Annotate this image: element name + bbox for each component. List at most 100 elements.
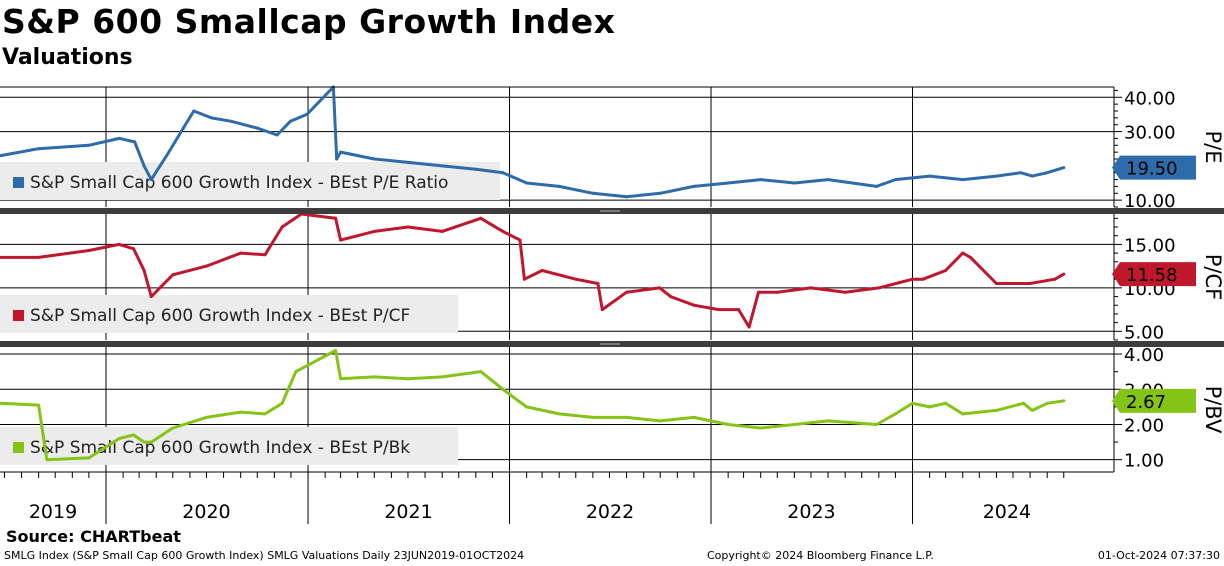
panel-pbv: 1.002.003.004.00S&P Small Cap 600 Growth… <box>0 345 1224 472</box>
data-point-pe-2 <box>87 143 91 147</box>
data-point-pcf-5 <box>142 269 146 272</box>
footer-copyright: Copyright© 2024 Bloomberg Finance L.P. <box>707 549 934 562</box>
data-point-pcf-30 <box>717 308 721 312</box>
data-point-pbv-38 <box>1022 401 1025 405</box>
last-value-tag-pbv <box>1112 388 1196 413</box>
data-point-pe-9 <box>192 109 196 113</box>
legend-box-pcf <box>0 295 458 333</box>
chart-subtitle: Valuations <box>2 45 133 70</box>
data-point-pcf-20 <box>518 238 522 242</box>
data-point-pbv-7 <box>149 440 153 444</box>
data-point-pbv-24 <box>625 415 629 419</box>
data-point-pe-4 <box>133 140 137 144</box>
data-point-pe-27 <box>625 195 629 199</box>
data-point-pbv-34 <box>928 405 932 409</box>
data-point-pcf-1 <box>37 255 41 259</box>
data-point-pbv-27 <box>726 423 730 426</box>
legend-label-pcf: S&P Small Cap 600 Growth Index - BEst P/… <box>30 306 410 326</box>
data-point-pbv-39 <box>1030 408 1034 412</box>
data-point-pbv-26 <box>692 415 696 419</box>
data-point-pe-37 <box>961 178 965 182</box>
panel-axis-label-pbv: P/BV <box>1201 386 1224 434</box>
x-year-label-2: 2021 <box>384 501 432 523</box>
data-point-pe-29 <box>692 184 696 188</box>
data-point-pcf-8 <box>205 264 208 268</box>
data-point-pcf-10 <box>263 253 267 257</box>
data-point-pbv-25 <box>658 419 662 423</box>
y-tick-label-pcf-2: 15.00 <box>1124 235 1176 256</box>
data-point-pbv-41 <box>1062 399 1066 403</box>
data-point-pcf-26 <box>625 290 629 294</box>
data-point-pe-12 <box>255 126 259 130</box>
data-point-pe-6 <box>149 178 153 182</box>
data-point-pcf-32 <box>747 325 751 329</box>
data-point-pcf-21 <box>522 277 526 281</box>
data-point-pe-1 <box>37 147 41 151</box>
data-point-pcf-4 <box>132 247 136 251</box>
data-point-pbv-29 <box>792 423 796 426</box>
data-point-pcf-11 <box>280 225 284 229</box>
footer-timestamp: 01-Oct-2024 07:37:30 <box>1097 549 1220 562</box>
data-point-pe-5 <box>142 164 146 168</box>
data-point-pcf-2 <box>87 249 91 252</box>
data-point-pe-18 <box>339 150 343 154</box>
data-point-pbv-4 <box>117 437 121 440</box>
data-point-pe-24 <box>525 181 529 185</box>
data-point-pbv-10 <box>239 410 243 414</box>
data-point-pe-34 <box>875 184 879 188</box>
data-point-pe-39 <box>1019 171 1023 175</box>
data-point-pbv-6 <box>142 440 146 444</box>
data-point-pbv-40 <box>1045 401 1049 405</box>
data-point-pbv-12 <box>280 401 284 405</box>
data-point-pe-38 <box>994 174 998 178</box>
data-point-pe-41 <box>1045 171 1049 175</box>
data-point-pe-10 <box>209 116 213 120</box>
data-point-pcf-28 <box>669 295 673 299</box>
y-tick-label-pbv-3: 4.00 <box>1124 345 1164 366</box>
y-tick-label-pbv-1: 2.00 <box>1124 415 1164 436</box>
y-tick-label-pe-2: 40.00 <box>1124 88 1176 109</box>
data-point-pcf-43 <box>994 282 998 285</box>
data-point-pcf-36 <box>843 290 847 294</box>
legend-swatch-pe <box>13 177 24 188</box>
data-point-pe-17 <box>335 157 339 161</box>
panel-axis-label-pe: P/E <box>1201 130 1224 163</box>
data-point-pcf-31 <box>737 308 741 312</box>
data-point-pcf-0 <box>0 255 3 259</box>
data-point-pe-21 <box>440 164 444 168</box>
data-point-pcf-19 <box>501 229 505 233</box>
data-point-pcf-16 <box>406 225 410 229</box>
data-point-pbv-2 <box>45 458 49 462</box>
data-point-pbv-0 <box>0 401 3 405</box>
data-point-pbv-28 <box>759 426 763 430</box>
data-point-pcf-23 <box>574 277 578 281</box>
data-point-pe-20 <box>406 160 410 164</box>
data-point-pbv-30 <box>826 419 830 423</box>
data-point-pcf-25 <box>600 308 604 312</box>
data-point-pcf-41 <box>961 251 965 255</box>
chart-title: S&P 600 Smallcap Growth Index <box>2 2 616 41</box>
data-point-pcf-29 <box>692 303 696 307</box>
data-point-pcf-14 <box>339 238 343 242</box>
data-point-pbv-15 <box>339 377 343 381</box>
data-point-pbv-22 <box>557 412 561 416</box>
data-point-pcf-35 <box>809 286 813 290</box>
data-point-pe-14 <box>288 119 292 123</box>
x-year-label-1: 2020 <box>182 501 230 523</box>
data-point-pbv-20 <box>501 387 505 391</box>
data-point-pcf-24 <box>596 282 600 285</box>
data-point-pcf-6 <box>149 295 153 299</box>
data-point-pbv-14 <box>334 349 338 352</box>
data-point-pe-30 <box>726 181 730 185</box>
data-point-pcf-18 <box>479 216 483 220</box>
data-point-pcf-33 <box>757 290 760 294</box>
data-point-pbv-16 <box>372 375 376 379</box>
data-point-pbv-3 <box>87 456 91 460</box>
data-point-pcf-17 <box>440 229 444 233</box>
x-year-label-3: 2022 <box>586 501 634 523</box>
data-point-pcf-37 <box>877 286 881 290</box>
data-point-pe-7 <box>165 154 169 158</box>
footer-description: SMLG Index (S&P Small Cap 600 Growth Ind… <box>4 549 525 562</box>
legend-label-pe: S&P Small Cap 600 Growth Index - BEst P/… <box>30 173 448 193</box>
panel-pe: 10.00 30.00 40.00 S&P Small Cap 600 Growth … <box>0 85 1224 212</box>
